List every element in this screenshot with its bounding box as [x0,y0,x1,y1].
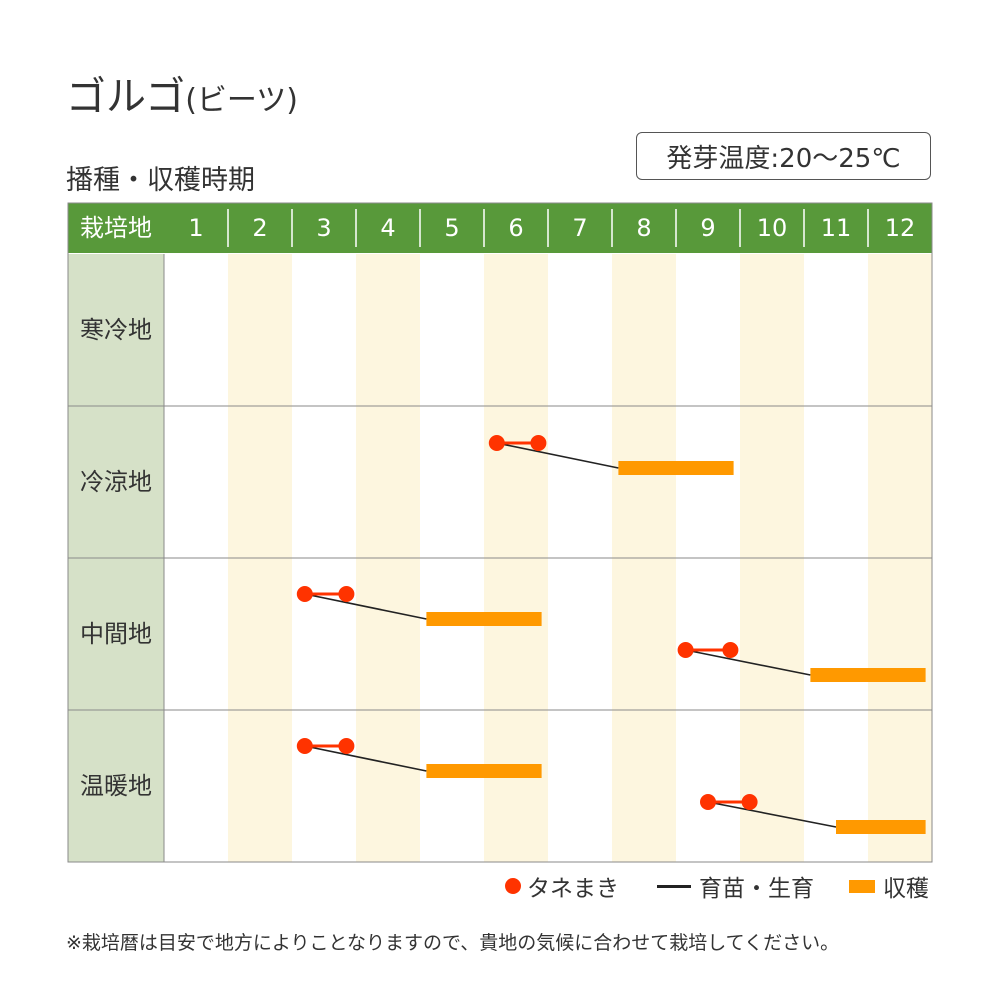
month-label: 1 [188,214,203,242]
row-label: 温暖地 [80,772,152,800]
title-sub: (ビーツ) [185,83,299,118]
month-label: 9 [700,214,715,242]
header-label: 栽培地 [80,214,152,242]
harvest-bar [810,668,926,682]
row-label: 中間地 [80,620,152,648]
harvest-bar [426,764,542,778]
legend-harvest-label: 収穫 [883,876,929,902]
legend-harvest-marker [849,879,875,893]
month-label: 4 [380,214,395,242]
month-label: 2 [252,214,267,242]
harvest-bar [426,612,542,626]
legend-growing-label: 育苗・生育 [699,876,814,902]
harvest-bar [618,461,734,475]
legend: タネまき 育苗・生育 収穫 [505,868,935,904]
growing-line [496,442,619,469]
chart-subtitle: 播種・収穫時期 [66,165,255,196]
sowing-dot [530,435,547,451]
sowing-dot [338,738,355,754]
row-label-cell [68,406,164,558]
sowing-dot [722,642,739,658]
sowing-dot [677,642,694,658]
legend-sowing: タネまき [505,868,619,904]
grid-border [67,202,933,863]
sowing-dot [296,738,313,754]
row-label-cell [68,254,164,406]
legend-sowing-label: タネまき [527,876,619,902]
page-title: ゴルゴ(ビーツ) [66,64,298,122]
growing-line [707,801,837,828]
row-label: 寒冷地 [80,316,152,344]
month-label: 7 [572,214,587,242]
month-label: 5 [444,214,459,242]
month-label: 12 [885,214,916,242]
sowing-dot [296,586,313,602]
growing-line [304,745,427,772]
row-label: 冷涼地 [80,468,152,496]
month-label: 11 [821,214,852,242]
sowing-dot [488,435,505,451]
legend-harvest: 収穫 [849,868,929,904]
growing-line [304,593,427,620]
sowing-dot [741,794,758,810]
sowing-dot [338,586,355,602]
harvest-bar [836,820,926,834]
growing-line [685,649,811,676]
month-label: 10 [757,214,788,242]
row-label-cell [68,558,164,710]
row-label-cell [68,710,164,862]
legend-growing: 育苗・生育 [657,868,814,904]
footnote: ※栽培暦は目安で地方によりことなりますので、貴地の気候に合わせて栽培してください… [66,932,840,954]
germination-temp-badge: 発芽温度:20〜25℃ [636,132,931,180]
month-label: 6 [508,214,523,242]
header-bar [68,203,932,253]
title-main: ゴルゴ [66,74,186,120]
legend-sowing-marker [505,878,521,894]
month-label: 8 [636,214,651,242]
sowing-dot [700,794,716,810]
legend-growing-marker [657,884,691,888]
month-label: 3 [316,214,331,242]
